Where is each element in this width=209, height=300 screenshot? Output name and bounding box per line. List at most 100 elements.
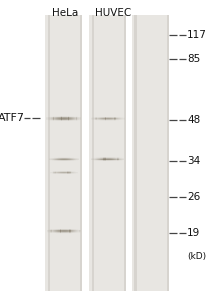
Bar bbox=[91, 159, 93, 160]
Bar bbox=[92, 118, 93, 119]
Bar bbox=[48, 15, 50, 291]
Bar bbox=[58, 233, 60, 234]
Bar bbox=[53, 232, 54, 233]
Bar bbox=[57, 173, 58, 174]
Bar bbox=[70, 116, 71, 117]
Bar bbox=[101, 158, 102, 159]
Bar bbox=[117, 118, 118, 119]
Bar bbox=[65, 119, 66, 120]
Bar bbox=[50, 119, 51, 120]
Bar bbox=[65, 172, 66, 173]
Bar bbox=[121, 160, 122, 161]
Bar bbox=[61, 119, 63, 120]
Bar bbox=[66, 171, 67, 172]
Bar bbox=[113, 120, 115, 121]
Bar bbox=[109, 159, 110, 160]
Bar bbox=[102, 160, 103, 161]
Bar bbox=[76, 159, 77, 160]
Bar bbox=[103, 160, 104, 161]
Bar bbox=[73, 119, 74, 120]
Bar bbox=[47, 230, 48, 231]
Bar bbox=[123, 158, 124, 159]
Bar bbox=[67, 116, 69, 117]
Bar bbox=[93, 159, 94, 160]
Bar bbox=[74, 160, 75, 161]
Bar bbox=[55, 173, 56, 174]
Bar bbox=[76, 229, 77, 230]
Bar bbox=[71, 116, 72, 117]
Bar bbox=[67, 232, 68, 233]
Bar bbox=[64, 116, 65, 117]
Bar bbox=[73, 173, 74, 174]
Bar bbox=[64, 231, 65, 232]
Bar bbox=[100, 118, 101, 119]
Bar bbox=[117, 159, 119, 160]
Bar bbox=[59, 116, 60, 117]
Bar bbox=[49, 230, 51, 231]
Bar bbox=[50, 172, 51, 173]
Bar bbox=[60, 160, 61, 161]
Bar bbox=[58, 160, 59, 161]
Bar bbox=[105, 117, 107, 118]
Bar bbox=[65, 160, 66, 161]
Bar bbox=[115, 158, 116, 159]
Bar bbox=[118, 119, 119, 120]
Bar bbox=[67, 160, 68, 161]
Bar bbox=[113, 160, 114, 161]
Bar bbox=[61, 229, 63, 230]
Bar bbox=[56, 159, 57, 160]
Bar bbox=[51, 173, 52, 174]
Bar bbox=[121, 117, 122, 118]
Bar bbox=[113, 157, 114, 158]
Bar bbox=[77, 231, 78, 232]
Bar bbox=[70, 231, 72, 232]
Bar bbox=[48, 117, 49, 118]
Bar bbox=[68, 158, 69, 159]
Bar bbox=[75, 229, 76, 230]
Bar bbox=[52, 172, 54, 173]
Bar bbox=[63, 171, 64, 172]
Bar bbox=[55, 159, 56, 160]
Bar bbox=[63, 158, 64, 159]
Bar bbox=[112, 117, 113, 118]
Bar bbox=[55, 117, 56, 118]
Bar bbox=[105, 120, 107, 121]
Bar bbox=[78, 158, 79, 159]
Bar bbox=[110, 117, 111, 118]
Bar bbox=[59, 172, 60, 173]
Bar bbox=[66, 118, 68, 119]
Bar bbox=[77, 173, 78, 174]
Bar bbox=[110, 119, 111, 120]
Bar bbox=[67, 157, 68, 158]
Bar bbox=[55, 232, 56, 233]
Bar bbox=[112, 118, 113, 119]
Bar bbox=[70, 173, 71, 174]
Bar bbox=[65, 171, 66, 172]
Bar bbox=[101, 157, 102, 158]
Bar bbox=[68, 172, 69, 173]
Bar bbox=[104, 118, 106, 119]
Bar bbox=[64, 160, 65, 161]
Bar bbox=[61, 160, 62, 161]
Bar bbox=[50, 118, 51, 119]
Bar bbox=[79, 119, 80, 120]
Bar bbox=[93, 118, 94, 119]
Bar bbox=[52, 173, 54, 174]
Bar bbox=[49, 158, 50, 159]
Bar bbox=[79, 119, 80, 120]
Bar bbox=[55, 229, 56, 230]
Bar bbox=[63, 171, 64, 172]
Bar bbox=[113, 119, 115, 120]
Bar bbox=[108, 157, 109, 158]
Bar bbox=[80, 117, 81, 118]
Bar bbox=[66, 119, 68, 120]
Bar bbox=[111, 120, 112, 121]
Bar bbox=[72, 120, 73, 121]
Bar bbox=[48, 118, 49, 119]
Bar bbox=[52, 173, 53, 174]
Bar bbox=[121, 117, 122, 118]
Bar bbox=[73, 120, 74, 121]
Bar bbox=[100, 117, 101, 118]
Bar bbox=[58, 173, 59, 174]
Bar bbox=[76, 231, 77, 232]
